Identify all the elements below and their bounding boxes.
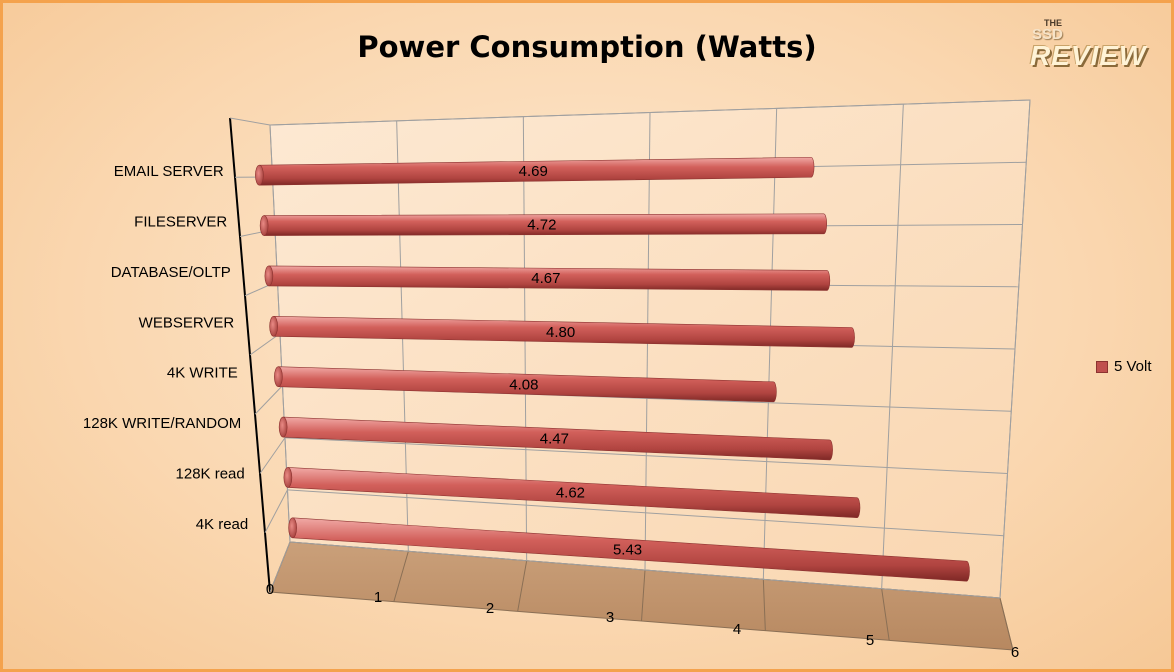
data-label: 4.67 xyxy=(531,270,560,287)
logo-text-ssd: SSD xyxy=(1032,26,1063,43)
bar-cap xyxy=(274,366,283,387)
side-gridline xyxy=(254,385,283,415)
x-tick-label: 6 xyxy=(1011,644,1019,661)
category-label: 4K WRITE xyxy=(167,365,238,382)
chart-title: Power Consumption (Watts) xyxy=(357,30,817,64)
x-tick-label: 5 xyxy=(866,632,874,649)
data-label: 4.47 xyxy=(540,431,569,448)
floor-gridline xyxy=(641,569,646,622)
legend-swatch xyxy=(1096,360,1108,373)
floor-gridline xyxy=(762,579,766,631)
bar-128k-read xyxy=(287,467,861,518)
gridline-horizontal xyxy=(287,489,1004,537)
bar-128k-write-random xyxy=(282,416,833,461)
side-gridline xyxy=(229,117,271,126)
gridline-horizontal xyxy=(284,437,1008,474)
category-label: EMAIL SERVER xyxy=(114,163,224,180)
bar-cap xyxy=(259,215,269,236)
x-tick-label: 2 xyxy=(486,600,494,617)
side-gridline xyxy=(269,541,291,593)
site-logo: THE SSD REVIEW xyxy=(1022,18,1160,74)
category-label: 128K WRITE/RANDOM xyxy=(83,415,241,432)
data-label: 4.69 xyxy=(519,163,548,180)
category-label: DATABASE/OLTP xyxy=(111,264,231,281)
data-label: 5.43 xyxy=(613,542,642,559)
floor-gridline xyxy=(517,560,528,612)
gridline-horizontal xyxy=(269,99,1031,126)
data-label: 4.72 xyxy=(527,217,556,234)
bar-cap xyxy=(288,517,297,539)
side-gridline xyxy=(249,333,281,356)
bar-webserver xyxy=(273,316,855,348)
floor-gridline xyxy=(881,588,890,641)
data-label: 4.80 xyxy=(546,324,575,341)
category-label: 128K read xyxy=(176,465,245,482)
category-label: FILESERVER xyxy=(134,214,227,231)
category-label: 4K read xyxy=(196,516,249,533)
bar-email-server xyxy=(259,156,815,186)
bar-4k-read xyxy=(292,517,970,582)
side-gridline xyxy=(264,489,288,533)
bar-cap xyxy=(269,316,278,337)
legend: 5 Volt xyxy=(1096,358,1152,375)
bar-cap xyxy=(278,416,288,438)
bar-fileserver xyxy=(263,213,828,236)
bar-database-oltp xyxy=(268,265,831,291)
x-tick-label: 1 xyxy=(374,589,382,606)
data-label: 4.62 xyxy=(556,485,585,502)
bar-cap xyxy=(283,467,293,488)
bar-cap xyxy=(255,164,264,186)
floor-gridline xyxy=(393,551,409,602)
floor-gridline xyxy=(999,597,1014,651)
gridline-horizontal xyxy=(289,541,1001,599)
x-tick-label: 4 xyxy=(733,621,741,638)
logo-text-review: REVIEW xyxy=(1030,40,1147,71)
side-gridline xyxy=(259,437,286,474)
x-tick-label: 3 xyxy=(606,609,614,626)
bar-cap xyxy=(264,265,274,287)
legend-label: 5 Volt xyxy=(1114,358,1152,375)
category-label: WEBSERVER xyxy=(139,314,235,331)
data-label: 4.08 xyxy=(509,376,538,393)
bar-4k-write xyxy=(278,366,777,403)
x-tick-label: 0 xyxy=(266,581,274,598)
logo-text-the: THE xyxy=(1044,18,1062,28)
